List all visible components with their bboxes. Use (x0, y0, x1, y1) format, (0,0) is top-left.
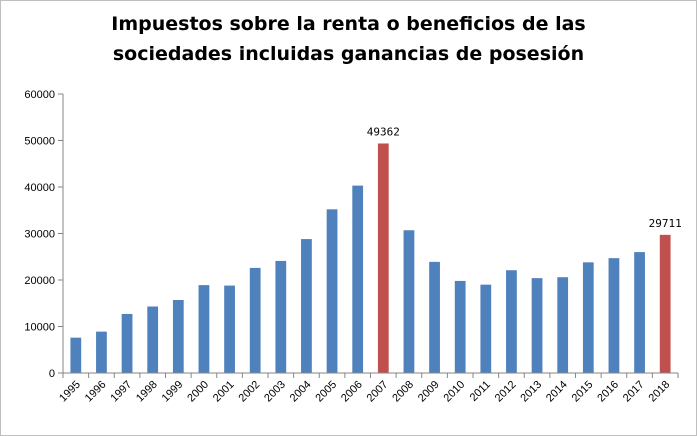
bar-2009 (429, 261, 440, 373)
x-tick-label: 1995 (57, 379, 83, 405)
x-tick-label: 2008 (390, 379, 416, 405)
x-tick-label: 2001 (211, 379, 237, 405)
y-tick-label: 40000 (24, 182, 55, 194)
bar-2010 (454, 280, 466, 373)
bar-2002 (249, 267, 261, 373)
bar-2005 (326, 209, 338, 373)
x-tick-label: 2011 (468, 379, 493, 404)
bar-2013 (531, 278, 543, 373)
x-tick-label: 1996 (83, 379, 109, 405)
bar-1999 (172, 299, 184, 373)
bar-2006 (352, 185, 364, 373)
x-tick-label: 2000 (185, 379, 211, 405)
data-label-2018: 29711 (649, 217, 682, 230)
bar-2018 (659, 234, 671, 373)
x-tick-label: 2005 (313, 379, 339, 405)
x-tick-label: 2012 (493, 379, 519, 405)
bar-2017 (634, 252, 645, 373)
bar-2011 (480, 284, 492, 373)
x-tick-label: 1998 (134, 379, 160, 405)
bar-2007 (377, 143, 389, 373)
x-tick-label: 2003 (262, 379, 288, 405)
bar-2004 (301, 239, 312, 373)
y-tick-label: 10000 (24, 322, 55, 334)
y-tick-label: 60000 (24, 89, 55, 101)
x-tick-label: 2010 (442, 379, 468, 405)
bar-2008 (403, 230, 415, 373)
bar-2000 (198, 285, 210, 373)
bar-2012 (506, 270, 517, 373)
bar-2001 (224, 285, 235, 373)
x-tick-label: 2016 (595, 379, 621, 405)
x-tick-label: 1997 (108, 379, 134, 405)
y-tick-label: 20000 (24, 275, 55, 287)
data-label-2007: 49362 (367, 125, 400, 138)
y-axis: 0 10000 20000 30000 40000 50000 60000 (24, 89, 64, 380)
bar-2016 (608, 258, 620, 373)
bar-1996 (96, 331, 107, 373)
y-tick-label: 30000 (24, 229, 55, 241)
x-tick-label: 2013 (518, 379, 544, 405)
x-tick-label: 2009 (416, 379, 442, 405)
bar-2014 (557, 277, 569, 373)
x-tick-label: 2018 (647, 379, 673, 405)
bar-1997 (121, 313, 133, 373)
x-tick-label: 2007 (365, 379, 391, 405)
x-axis: 1995 1996 1997 1998 1999 2000 2001 2002 2003 2004… (57, 372, 679, 405)
x-tick-label: 1999 (160, 379, 186, 405)
x-tick-label: 2017 (621, 379, 647, 405)
x-tick-label: 2004 (288, 379, 314, 405)
bar-2015 (582, 262, 594, 373)
y-tick-label: 50000 (24, 136, 55, 148)
bar-1998 (147, 306, 159, 373)
x-tick-label: 2006 (339, 379, 365, 405)
x-tick-label: 2014 (544, 379, 570, 405)
bar-2003 (275, 260, 287, 373)
data-labels: 49362 29711 (367, 125, 682, 229)
bar-series (70, 143, 671, 373)
bar-1995 (70, 337, 82, 373)
x-tick-label: 2015 (570, 379, 596, 405)
chart-title: Impuestos sobre la renta o beneficios de… (111, 13, 586, 65)
y-tick-label: 0 (49, 368, 55, 380)
x-tick-label: 2002 (237, 379, 263, 405)
